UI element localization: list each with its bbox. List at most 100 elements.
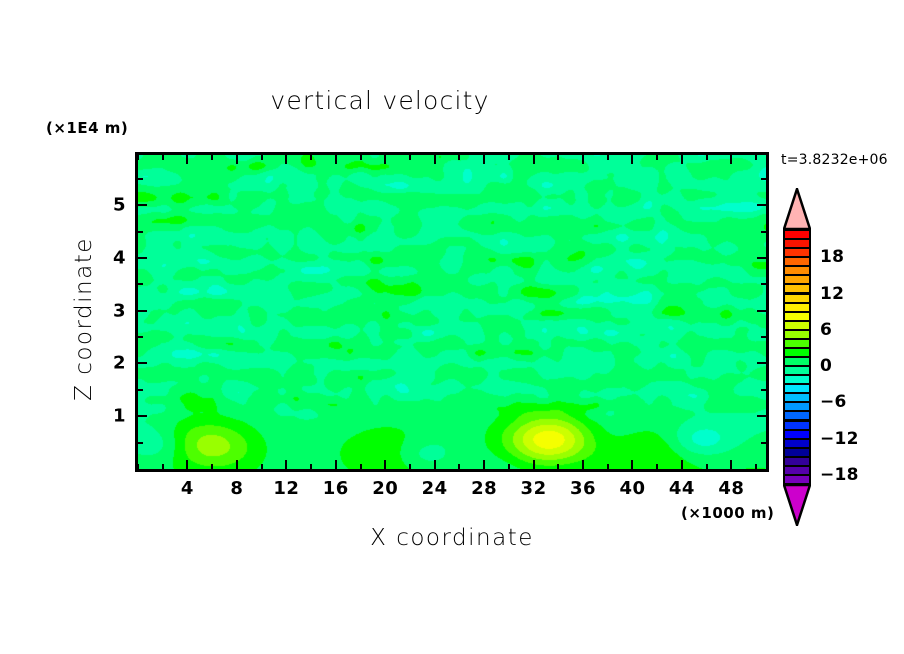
y-axis-tick — [138, 362, 147, 365]
x-axis-tick — [260, 155, 263, 160]
x-axis-tick-label: 36 — [570, 478, 597, 499]
x-axis-tick — [705, 155, 708, 160]
y-axis-tick-label: 3 — [112, 300, 126, 322]
x-axis-tick — [507, 155, 510, 160]
x-axis-tick — [656, 155, 659, 160]
x-axis-tick — [680, 155, 683, 164]
x-axis-tick — [186, 460, 189, 469]
y-axis-tick — [757, 309, 766, 312]
y-axis-tick — [761, 441, 766, 444]
x-axis-tick — [656, 464, 659, 469]
x-axis-tick — [458, 464, 461, 469]
x-axis-tick — [433, 460, 436, 469]
x-axis-tick — [260, 464, 263, 469]
x-axis-tick — [235, 460, 238, 469]
colorbar-tick-label: 18 — [820, 247, 845, 268]
x-axis-tick — [408, 155, 411, 160]
y-axis-tick — [757, 204, 766, 207]
x-axis-tick — [557, 155, 560, 160]
x-axis-tick — [755, 155, 758, 160]
x-axis-tick — [137, 464, 139, 469]
x-axis-tick — [606, 155, 609, 160]
y-axis-tick — [761, 230, 766, 233]
x-axis-tick — [458, 155, 461, 160]
x-axis-tick-label: 40 — [619, 478, 646, 499]
colorbar-tick-label: −6 — [820, 392, 847, 413]
y-axis-tick — [138, 309, 147, 312]
y-axis-tick — [138, 441, 143, 444]
x-axis-tick — [631, 460, 634, 469]
x-axis-tick-label: 28 — [471, 478, 498, 499]
y-axis-tick-label: 5 — [112, 194, 126, 216]
x-axis-tick — [285, 155, 288, 164]
colorbar-under-arrow — [782, 483, 812, 530]
y-axis-tick — [138, 336, 143, 339]
x-axis-tick — [161, 464, 164, 469]
x-axis-tick — [705, 464, 708, 469]
colorbar-tick-label: 12 — [820, 283, 845, 304]
y-axis-tick — [757, 415, 766, 418]
x-axis-tick-label: 8 — [230, 478, 244, 499]
x-axis-tick — [359, 155, 362, 160]
x-axis-title: X coordinate — [370, 525, 534, 551]
x-axis-tick-label: 4 — [180, 478, 194, 499]
colorbar-tick-label: 0 — [820, 356, 833, 377]
x-axis-tick — [235, 155, 238, 164]
x-axis-tick — [310, 464, 313, 469]
x-axis-tick — [582, 155, 585, 164]
y-axis-unit-label: (×1E4 m) — [46, 119, 129, 137]
x-axis-tick — [137, 155, 139, 160]
y-axis-tick — [761, 336, 766, 339]
x-axis-tick — [680, 460, 683, 469]
y-axis-tick — [138, 204, 147, 207]
y-axis-tick-label: 1 — [112, 405, 126, 427]
x-axis-tick — [384, 155, 387, 164]
x-axis-tick — [606, 464, 609, 469]
y-axis-tick — [138, 177, 143, 180]
y-axis-tick — [138, 415, 147, 418]
colorbar-tick-label: −18 — [820, 464, 859, 485]
x-axis-tick-label: 32 — [520, 478, 547, 499]
x-axis-tick — [483, 155, 486, 164]
x-axis-tick-label: 16 — [322, 478, 349, 499]
x-axis-tick — [310, 155, 313, 160]
y-axis-tick — [757, 256, 766, 259]
x-axis-tick-label: 44 — [668, 478, 695, 499]
colorbar-over-arrow — [782, 184, 812, 231]
y-axis-title: Z coordinate — [71, 237, 97, 401]
y-axis-tick — [138, 283, 143, 286]
x-axis-tick — [334, 155, 337, 164]
y-axis-tick — [761, 388, 766, 391]
x-axis-tick-label: 24 — [421, 478, 448, 499]
x-axis-tick-label: 20 — [372, 478, 399, 499]
x-axis-tick — [730, 155, 733, 164]
x-axis-tick — [359, 464, 362, 469]
x-axis-tick — [557, 464, 560, 469]
x-axis-tick — [532, 460, 535, 469]
x-axis-tick-label: 12 — [273, 478, 300, 499]
plot-area — [135, 152, 769, 472]
timestamp-annotation: t=3.8232e+06 — [781, 152, 888, 168]
x-axis-tick — [186, 155, 189, 164]
y-axis-tick — [761, 283, 766, 286]
y-axis-tick — [138, 256, 147, 259]
colorbar — [782, 184, 812, 530]
x-axis-tick — [730, 460, 733, 469]
y-axis-tick — [761, 177, 766, 180]
x-axis-tick — [211, 155, 214, 160]
x-axis-tick — [631, 155, 634, 164]
colorbar-tick-label: 6 — [820, 319, 833, 340]
x-axis-tick — [507, 464, 510, 469]
x-axis-tick — [582, 460, 585, 469]
x-axis-tick — [211, 464, 214, 469]
y-axis-tick-label: 4 — [112, 247, 126, 269]
y-axis-tick — [138, 388, 143, 391]
x-axis-tick — [334, 460, 337, 469]
colorbar-tick-label: −12 — [820, 428, 859, 449]
x-axis-tick — [161, 155, 164, 160]
contour-field — [138, 155, 766, 469]
y-axis-tick — [138, 230, 143, 233]
page-title: vertical velocity — [270, 86, 490, 115]
x-axis-tick — [384, 460, 387, 469]
x-axis-tick-label: 48 — [718, 478, 745, 499]
